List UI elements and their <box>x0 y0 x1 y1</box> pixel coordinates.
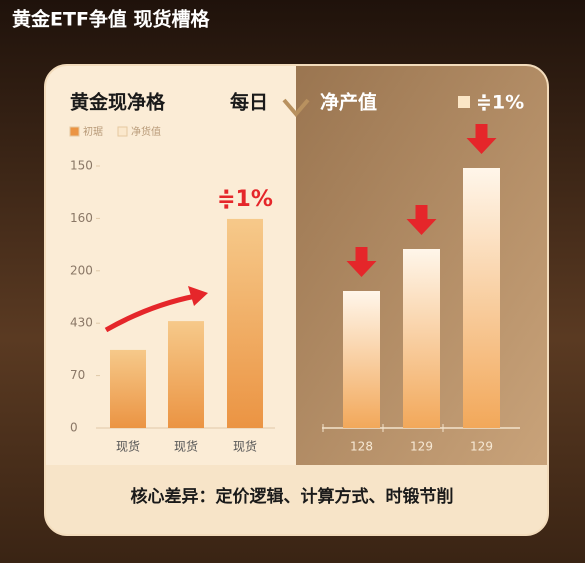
legend-label: 初琚 <box>83 125 103 138</box>
legend-swatch <box>458 96 470 108</box>
x-tick-label: 129 <box>410 440 433 454</box>
bar <box>227 218 263 428</box>
y-tick-label: 150 <box>70 159 93 173</box>
panel-title: 净产值 <box>320 91 377 114</box>
annotation: ≑1% <box>217 187 273 212</box>
footer-band <box>45 465 548 535</box>
legend-swatch <box>69 126 80 137</box>
bar <box>403 249 440 428</box>
x-tick-label: 现货 <box>233 439 257 454</box>
bar <box>110 349 146 428</box>
x-tick-label: 128 <box>350 440 373 454</box>
y-tick-label: 160 <box>70 211 93 225</box>
trend-arrow <box>104 293 197 333</box>
y-tick-label: 430 <box>70 316 93 330</box>
page-title: 黄金ETF争值 现货槽格 <box>12 8 211 31</box>
legend-label: 净货值 <box>131 125 161 138</box>
bar <box>463 168 500 428</box>
panel-title: 黄金现净格 <box>70 91 166 114</box>
chevron <box>282 98 310 118</box>
panel-subtitle: 每日 <box>230 91 268 114</box>
legend-swatch <box>117 126 128 137</box>
footer: 核心差异：定价逻辑、计算方式、时锻节削 <box>131 486 454 507</box>
y-tick-label: 70 <box>70 368 85 382</box>
bar <box>168 321 204 428</box>
x-tick-label: 现货 <box>174 439 198 454</box>
y-tick-label: 200 <box>70 263 93 277</box>
down-arrow <box>346 247 377 277</box>
trend-arrow-head <box>188 286 208 306</box>
down-arrow <box>406 205 437 235</box>
x-tick-label: 现货 <box>116 439 140 454</box>
bar <box>343 291 380 428</box>
card-border <box>44 64 549 536</box>
legend-label: ≑1% <box>476 92 524 114</box>
y-tick-label: 0 <box>70 421 78 435</box>
down-arrow <box>466 124 497 154</box>
x-tick-label: 129 <box>470 440 493 454</box>
